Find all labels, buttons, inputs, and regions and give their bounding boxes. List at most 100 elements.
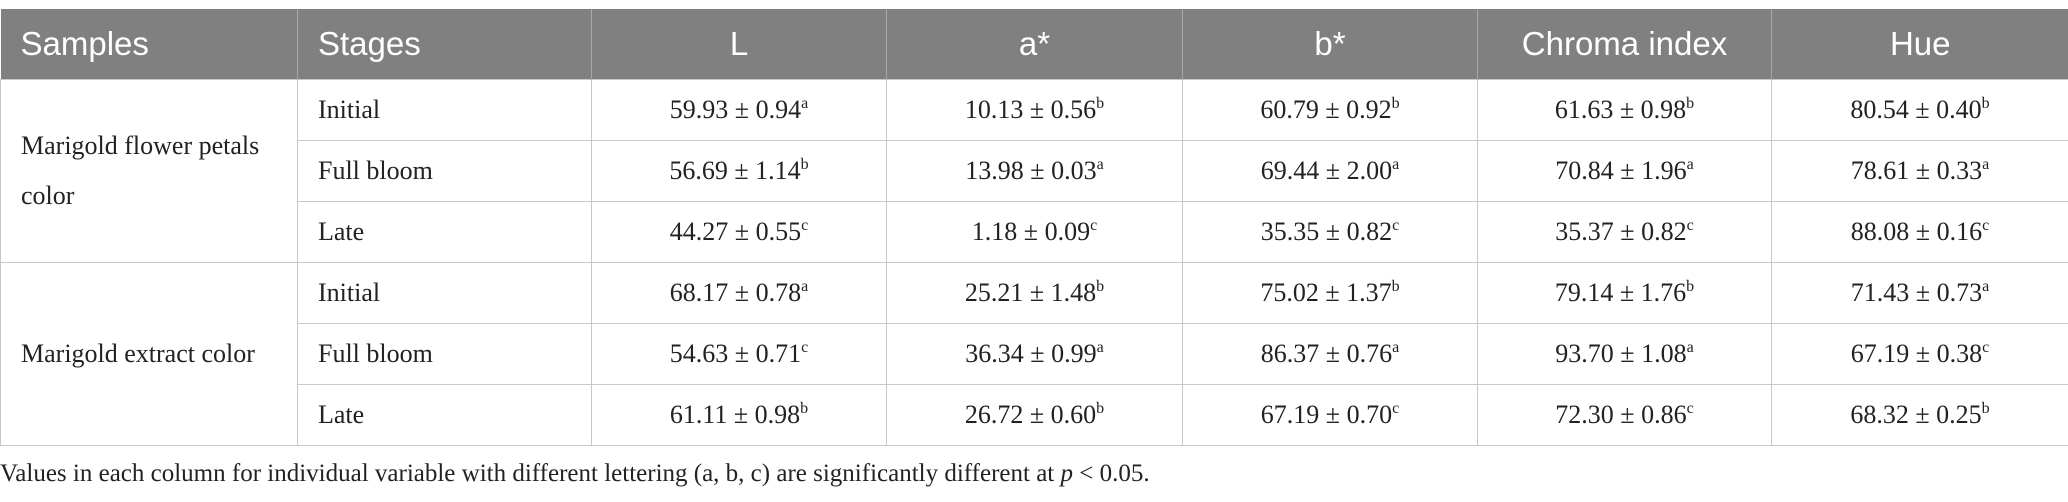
stage-cell: Initial — [297, 262, 592, 324]
stage-cell: Initial — [297, 79, 592, 141]
header-cell: Hue — [1771, 9, 2068, 80]
value: 25.21 ± 1.48 — [964, 278, 1097, 307]
value-cell: 72.30 ± 0.86c — [1477, 384, 1772, 446]
value: 10.13 ± 0.56 — [964, 95, 1097, 124]
significance-letter: b — [800, 156, 809, 173]
significance-letter: a — [801, 278, 809, 295]
table-row: Marigold extract color Initial 68.17 ± 0.7… — [0, 262, 2068, 446]
value: 86.37 ± 0.76 — [1260, 339, 1393, 368]
stage-cell: Full bloom — [297, 140, 592, 202]
footnote-text: Values in each column for individual var… — [0, 460, 1061, 487]
table-row: Marigold flower petals color Initial 59.93… — [0, 79, 2068, 263]
value: 78.61 ± 0.33 — [1850, 156, 1983, 185]
value: 79.14 ± 1.76 — [1554, 278, 1687, 307]
value: 68.32 ± 0.25 — [1850, 400, 1982, 429]
value: 54.63 ± 0.71 — [669, 339, 802, 368]
value: 36.34 ± 0.99 — [965, 339, 1097, 368]
stage-cell: Late — [297, 384, 592, 446]
footnote: Values in each column for individual var… — [0, 460, 1150, 488]
significance-letter: c — [801, 339, 809, 356]
significance-letter: c — [1392, 400, 1400, 417]
value-cell: 25.21 ± 1.48b — [886, 262, 1183, 324]
significance-letter: c — [1090, 217, 1098, 234]
significance-letter: b — [800, 400, 809, 417]
significance-letter: a — [1686, 156, 1694, 173]
significance-letter: c — [1982, 339, 1990, 356]
significance-letter: b — [1391, 278, 1400, 295]
footnote-text: < 0.05. — [1073, 460, 1150, 487]
value-cell: 59.93 ± 0.94a — [591, 79, 887, 141]
footnote-italic: p — [1060, 460, 1074, 487]
value-cell: 44.27 ± 0.55c — [591, 201, 887, 263]
significance-letter: a — [1982, 278, 1990, 295]
header-cell: b* — [1182, 9, 1478, 80]
significance-letter: a — [1096, 156, 1104, 173]
significance-letter: c — [1982, 217, 1990, 234]
value-cell: 78.61 ± 0.33a — [1771, 140, 2068, 202]
header-cell: a* — [886, 9, 1183, 80]
significance-letter: b — [1096, 278, 1105, 295]
stage-cell: Late — [297, 201, 592, 263]
value: 71.43 ± 0.73 — [1850, 278, 1983, 307]
value: 35.35 ± 0.82 — [1260, 217, 1393, 246]
significance-letter: c — [1686, 217, 1694, 234]
value-cell: 71.43 ± 0.73a — [1771, 262, 2068, 324]
significance-letter: b — [1981, 400, 1990, 417]
value-cell: 26.72 ± 0.60b — [886, 384, 1183, 446]
table-row: Full bloom 56.69 ± 1.14b 13.98 ± 0.03a 69.4… — [1, 140, 2068, 202]
header-cell: Stages — [297, 9, 592, 80]
stage-cell: Full bloom — [297, 323, 592, 385]
value: 70.84 ± 1.96 — [1555, 156, 1687, 185]
significance-letter: b — [1096, 95, 1105, 112]
value-cell: 60.79 ± 0.92b — [1182, 79, 1478, 141]
value: 61.63 ± 0.98 — [1554, 95, 1687, 124]
value-cell: 1.18 ± 0.09c — [886, 201, 1183, 263]
header-cell: L — [591, 9, 887, 80]
value: 80.54 ± 0.40 — [1850, 95, 1982, 124]
value-cell: 68.17 ± 0.78a — [591, 262, 887, 324]
value-cell: 61.11 ± 0.98b — [591, 384, 887, 446]
significance-letter: c — [801, 217, 809, 234]
value: 44.27 ± 0.55 — [669, 217, 802, 246]
value-cell: 36.34 ± 0.99a — [886, 323, 1183, 385]
significance-letter: b — [1096, 400, 1105, 417]
value-cell: 67.19 ± 0.38c — [1771, 323, 2068, 385]
significance-letter: a — [1686, 339, 1694, 356]
value: 59.93 ± 0.94 — [669, 95, 802, 124]
value-cell: 35.35 ± 0.82c — [1182, 201, 1478, 263]
value: 56.69 ± 1.14 — [669, 156, 801, 185]
value-cell: 69.44 ± 2.00a — [1182, 140, 1478, 202]
significance-letter: c — [1686, 400, 1694, 417]
value-cell: 88.08 ± 0.16c — [1771, 201, 2068, 263]
table-body: Marigold flower petals color Initial 59.93… — [0, 79, 2068, 446]
significance-letter: a — [1096, 339, 1104, 356]
value-cell: 68.32 ± 0.25b — [1771, 384, 2068, 446]
table-row: Full bloom 54.63 ± 0.71c 36.34 ± 0.99a 86.3… — [1, 323, 2068, 385]
value-cell: 79.14 ± 1.76b — [1477, 262, 1772, 324]
header-cell: Samples — [0, 9, 298, 80]
value-cell: 80.54 ± 0.40b — [1771, 79, 2068, 141]
value: 72.30 ± 0.86 — [1555, 400, 1687, 429]
significance-letter: b — [1981, 95, 1990, 112]
sample-cell: Marigold extract color — [0, 262, 298, 446]
significance-letter: b — [1686, 278, 1695, 295]
value-cell: 56.69 ± 1.14b — [591, 140, 887, 202]
value: 67.19 ± 0.38 — [1850, 339, 1983, 368]
value: 69.44 ± 2.00 — [1260, 156, 1393, 185]
significance-letter: b — [1686, 95, 1695, 112]
significance-letter: a — [1392, 339, 1400, 356]
value-cell: 54.63 ± 0.71c — [591, 323, 887, 385]
value: 1.18 ± 0.09 — [971, 217, 1091, 246]
value: 75.02 ± 1.37 — [1260, 278, 1392, 307]
value: 88.08 ± 0.16 — [1850, 217, 1983, 246]
value: 93.70 ± 1.08 — [1555, 339, 1687, 368]
value: 60.79 ± 0.92 — [1260, 95, 1392, 124]
value-cell: 93.70 ± 1.08a — [1477, 323, 1772, 385]
significance-letter: c — [1392, 217, 1400, 234]
value: 61.11 ± 0.98 — [669, 400, 801, 429]
value: 26.72 ± 0.60 — [964, 400, 1097, 429]
table-row: Late 61.11 ± 0.98b 26.72 ± 0.60b 67.19 ± 0.… — [1, 384, 2068, 446]
